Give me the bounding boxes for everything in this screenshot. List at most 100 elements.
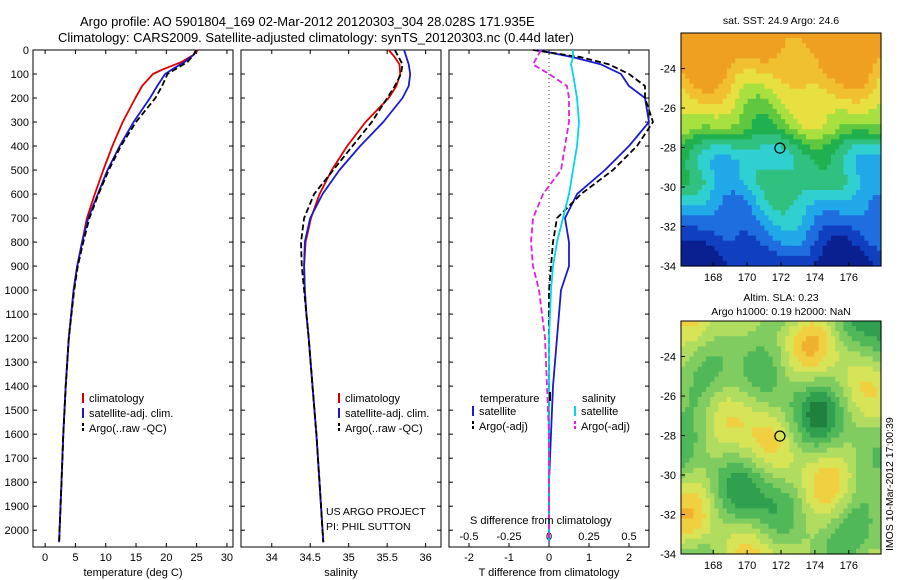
map-cell	[868, 73, 874, 80]
map-cell	[689, 93, 695, 100]
map-cell	[731, 467, 736, 474]
map-cell	[831, 493, 836, 499]
map-cell	[851, 483, 857, 489]
map-cell	[764, 462, 770, 469]
map-cell	[731, 124, 736, 130]
map-cell	[860, 114, 865, 120]
map-cell	[710, 442, 715, 449]
map-cell	[826, 493, 832, 499]
map-cell	[810, 432, 815, 439]
map-cell	[797, 422, 803, 428]
map-cell	[839, 518, 845, 525]
map-cell	[781, 98, 786, 105]
map-cell	[868, 164, 874, 171]
map-cell	[697, 200, 703, 206]
map-cell	[756, 437, 761, 444]
map-cell	[689, 250, 695, 257]
map-cell	[681, 63, 686, 70]
map-cell	[768, 53, 774, 59]
map-cell	[793, 255, 799, 262]
map-cell	[868, 174, 874, 181]
map-cell	[764, 225, 770, 232]
map-cell	[722, 53, 728, 59]
map-cell	[872, 437, 878, 444]
map-cell	[843, 493, 849, 499]
map-cell	[726, 250, 732, 257]
map-cell	[814, 174, 820, 181]
map-cell	[726, 478, 732, 484]
map-cell	[693, 356, 699, 363]
map-cell	[851, 119, 857, 125]
map-cell	[776, 356, 782, 363]
map-cell	[735, 361, 740, 368]
map-cell	[722, 43, 728, 49]
map-cell	[714, 245, 720, 252]
map-cell	[743, 467, 749, 474]
map-cell	[876, 366, 882, 373]
map-cell	[739, 38, 745, 44]
map-cell	[831, 543, 836, 550]
map-cell	[756, 371, 761, 378]
map-cell	[856, 154, 861, 161]
map-cell	[826, 134, 832, 140]
map-cell	[760, 159, 765, 166]
map-cell	[810, 144, 815, 151]
map-cell	[681, 98, 686, 105]
map-cell	[868, 103, 874, 110]
map-cell	[756, 174, 761, 181]
map-cell	[718, 210, 724, 216]
map-cell	[685, 73, 690, 80]
map-cell	[697, 245, 703, 252]
map-cell	[756, 98, 761, 105]
map-cell	[797, 478, 803, 484]
map-cell	[776, 205, 782, 211]
map-cell	[697, 38, 703, 44]
map-cell	[776, 190, 782, 196]
map-cell	[835, 205, 840, 211]
map-cell	[747, 58, 753, 64]
map-cell	[710, 437, 715, 444]
map-cell	[697, 220, 703, 227]
map-cell	[681, 154, 686, 161]
map-cell	[826, 386, 832, 393]
map-cell	[839, 225, 845, 232]
map-cell	[839, 488, 845, 494]
map-cell	[876, 518, 882, 525]
map-cell	[851, 93, 857, 100]
map-cell	[710, 498, 715, 504]
map-cell	[835, 134, 840, 140]
map-cell	[793, 548, 799, 555]
map-cell	[722, 220, 728, 227]
map-cell	[681, 493, 686, 499]
map-cell	[801, 528, 807, 535]
map-cell	[706, 508, 711, 515]
map-cell	[860, 53, 865, 59]
map-cell	[722, 154, 728, 161]
map-cell	[810, 78, 815, 85]
map-cell	[739, 462, 745, 469]
map-cell	[785, 518, 790, 525]
map-cell	[814, 179, 820, 186]
map-cell	[722, 139, 728, 146]
difference-legend-T-label: satellite	[479, 406, 516, 418]
map-cell	[718, 376, 724, 383]
map-cell	[851, 200, 857, 206]
map-cell	[864, 483, 870, 489]
map-cell	[826, 220, 832, 227]
map-cell	[764, 346, 770, 352]
map-cell	[735, 245, 740, 252]
map-cell	[831, 73, 836, 80]
map-cell	[839, 108, 845, 115]
map-cell	[710, 432, 715, 439]
map-cell	[714, 356, 720, 363]
map-cell	[764, 513, 770, 520]
map-cell	[801, 548, 807, 555]
map-cell	[726, 235, 732, 242]
map-cell	[776, 498, 782, 504]
map-cell	[872, 225, 878, 232]
map-cell	[822, 432, 828, 439]
map-cell	[756, 134, 761, 140]
map-cell	[764, 144, 770, 151]
map-cell	[839, 73, 845, 80]
map-cell	[772, 149, 778, 156]
